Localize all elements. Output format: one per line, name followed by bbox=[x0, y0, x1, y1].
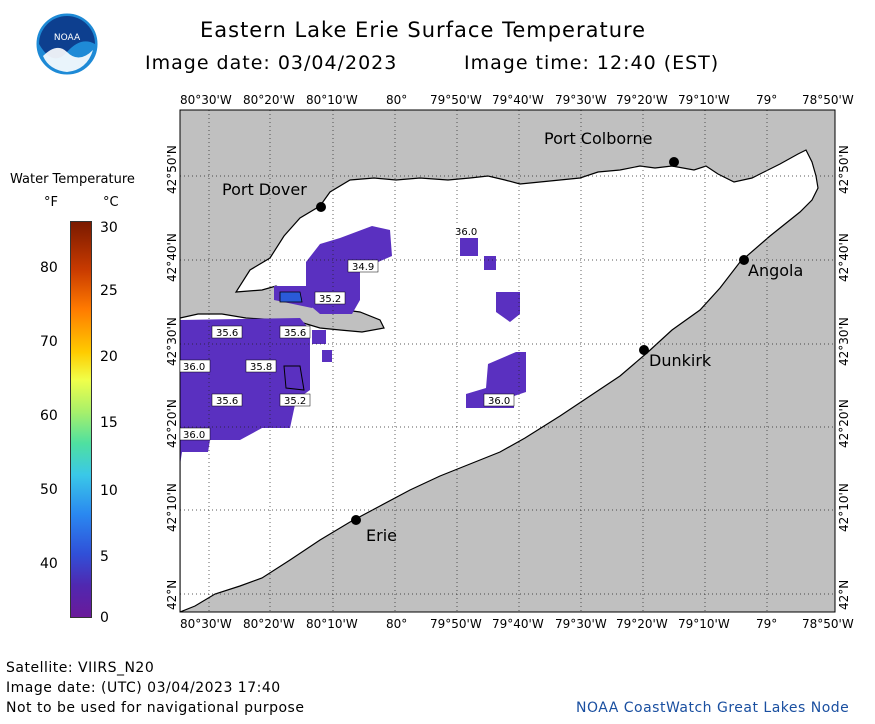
cold-patch-tiny bbox=[322, 350, 332, 362]
lon-label-bottom: 79°50'W bbox=[430, 617, 482, 631]
cold-patch-west bbox=[180, 318, 310, 465]
lat-label-left: 42°20'N bbox=[165, 399, 179, 448]
lon-label-top: 79°30'W bbox=[555, 93, 607, 107]
legend-c-tick: 30 bbox=[100, 220, 118, 236]
cold-patch-center bbox=[460, 238, 478, 256]
lon-label-bottom: 80° bbox=[386, 617, 408, 631]
lon-label-bottom: 80°30'W bbox=[180, 617, 232, 631]
temp-label: 35.2 bbox=[319, 294, 341, 305]
satellite-info: Satellite: VIIRS_N20 bbox=[6, 660, 155, 676]
cold-patch-tiny bbox=[312, 330, 326, 344]
temp-label: 36.0 bbox=[488, 396, 510, 407]
temp-label: 34.9 bbox=[352, 262, 374, 273]
temp-label: 35.6 bbox=[216, 396, 238, 407]
legend-c-tick: 0 bbox=[100, 610, 109, 626]
legend-c-tick: 20 bbox=[100, 349, 118, 365]
city-marker-port-dover bbox=[316, 202, 326, 212]
lon-label-top: 79° bbox=[756, 93, 778, 107]
lat-label-left: 42°40'N bbox=[165, 233, 179, 282]
city-label-dunkirk: Dunkirk bbox=[649, 351, 712, 370]
lon-label-bottom: 80°10'W bbox=[306, 617, 358, 631]
temp-label: 35.6 bbox=[284, 328, 306, 339]
temp-label: 35.2 bbox=[284, 396, 306, 407]
noaa-logo: NOAA bbox=[35, 12, 99, 76]
temp-label: 36.0 bbox=[183, 362, 205, 373]
legend-f-tick: 80 bbox=[40, 260, 58, 276]
credit-text: NOAA CoastWatch Great Lakes Node bbox=[576, 700, 850, 716]
city-label-port-dover: Port Dover bbox=[222, 180, 307, 199]
lon-label-top: 80°20'W bbox=[243, 93, 295, 107]
lat-label-left: 42°10'N bbox=[165, 483, 179, 532]
lon-label-bottom: 80°20'W bbox=[243, 617, 295, 631]
isotherm-line bbox=[283, 365, 305, 391]
temp-label: 35.6 bbox=[216, 328, 238, 339]
lat-label-left: 42°N bbox=[165, 580, 179, 610]
lon-label-top: 80° bbox=[386, 93, 408, 107]
image-date: Image date: 03/04/2023 bbox=[145, 52, 398, 74]
lon-label-top: 79°50'W bbox=[430, 93, 482, 107]
lat-label-right: 42°N bbox=[837, 580, 851, 610]
lon-label-top: 79°20'W bbox=[616, 93, 668, 107]
legend-f-tick: 70 bbox=[40, 334, 58, 350]
city-label-erie: Erie bbox=[366, 526, 397, 545]
lon-label-top: 79°40'W bbox=[492, 93, 544, 107]
city-marker-dunkirk bbox=[639, 345, 649, 355]
lon-label-top: 78°50'W bbox=[802, 93, 854, 107]
legend-unit-c: °C bbox=[103, 195, 119, 210]
map-title: Eastern Lake Erie Surface Temperature bbox=[200, 18, 647, 42]
noaa-logo-text: NOAA bbox=[54, 33, 81, 43]
lat-label-left: 42°30'N bbox=[165, 317, 179, 366]
lat-label-right: 42°50'N bbox=[837, 145, 851, 194]
city-marker-angola bbox=[739, 255, 749, 265]
lon-label-bottom: 79° bbox=[756, 617, 778, 631]
legend-title: Water Temperature bbox=[10, 172, 135, 187]
disclaimer: Not to be used for navigational purpose bbox=[6, 700, 305, 716]
lat-label-right: 42°20'N bbox=[837, 399, 851, 448]
temp-label: 36.0 bbox=[183, 430, 205, 441]
city-marker-erie bbox=[351, 515, 361, 525]
legend-c-tick: 10 bbox=[100, 483, 118, 499]
temp-label: 36.0 bbox=[455, 227, 477, 238]
lat-label-right: 42°40'N bbox=[837, 233, 851, 282]
lon-label-bottom: 78°50'W bbox=[802, 617, 854, 631]
cold-patch-mid bbox=[496, 292, 520, 322]
coldest-water bbox=[279, 291, 303, 303]
lon-label-top: 79°10'W bbox=[678, 93, 730, 107]
legend-c-tick: 15 bbox=[100, 415, 118, 431]
lon-label-bottom: 79°20'W bbox=[616, 617, 668, 631]
utc-image-date: Image date: (UTC) 03/04/2023 17:40 bbox=[6, 680, 281, 696]
legend-f-tick: 40 bbox=[40, 556, 58, 572]
lat-label-right: 42°30'N bbox=[837, 317, 851, 366]
lon-label-bottom: 79°40'W bbox=[492, 617, 544, 631]
legend-c-tick: 5 bbox=[100, 549, 109, 565]
city-label-angola: Angola bbox=[748, 261, 803, 280]
lat-label-right: 42°10'N bbox=[837, 483, 851, 532]
city-label-port-colborne: Port Colborne bbox=[544, 129, 652, 148]
legend-unit-f: °F bbox=[44, 195, 58, 210]
temperature-color-scale bbox=[70, 221, 92, 618]
lon-label-top: 80°30'W bbox=[180, 93, 232, 107]
lon-label-bottom: 79°30'W bbox=[555, 617, 607, 631]
legend-c-tick: 25 bbox=[100, 283, 118, 299]
temp-label: 35.8 bbox=[250, 362, 272, 373]
cold-patch-tiny bbox=[484, 256, 496, 270]
image-time: Image time: 12:40 (EST) bbox=[464, 52, 720, 74]
legend-f-tick: 60 bbox=[40, 408, 58, 424]
lon-label-bottom: 79°10'W bbox=[678, 617, 730, 631]
lat-label-left: 42°50'N bbox=[165, 145, 179, 194]
legend-f-tick: 50 bbox=[40, 482, 58, 498]
city-marker-port-colborne bbox=[669, 157, 679, 167]
lon-label-top: 80°10'W bbox=[306, 93, 358, 107]
